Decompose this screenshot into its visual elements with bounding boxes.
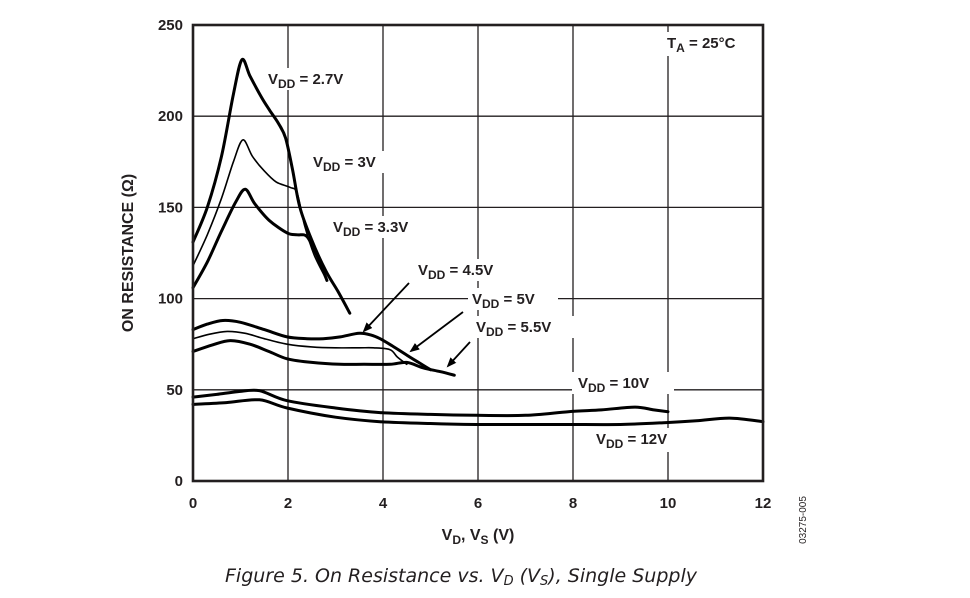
svg-text:VDD = 3V: VDD = 3V: [313, 154, 376, 174]
series-line-vdd-5v: [192, 330, 408, 366]
x-tick-label: 0: [189, 495, 197, 512]
label-vdd-3v: VDD = 3V: [309, 151, 395, 174]
arrow-vdd-5-5v: [446, 341, 471, 368]
y-tick-label: 250: [158, 17, 183, 34]
figure-caption: Figure 5. On Resistance vs. VD (VS), Sin…: [225, 565, 698, 589]
arrow-layer: [362, 282, 471, 368]
svg-text:VDD = 4.5V: VDD = 4.5V: [418, 262, 493, 282]
series-line-vdd-3-3v: [191, 187, 329, 290]
x-tick-label: 8: [569, 495, 577, 512]
label-vdd-5-5v: VDD = 5.5V: [472, 316, 578, 339]
x-tick-label: 12: [755, 495, 772, 512]
x-axis-label: VD, VS (V): [442, 527, 515, 547]
x-tick-label: 10: [660, 495, 677, 512]
tick-layer: 0 2 4 6 8 10 12 0 50 100 150 200 250: [158, 17, 771, 512]
x-tick-label: 4: [379, 495, 388, 512]
y-axis-label: ON RESISTANCE (Ω): [120, 174, 137, 332]
svg-text:VDD = 5V: VDD = 5V: [472, 291, 535, 311]
label-vdd-5v: VDD = 5V: [468, 288, 558, 311]
y-tick-label: 50: [166, 382, 183, 399]
arrow-vdd-5v: [409, 311, 464, 353]
series-line-vdd-4-5v: [191, 318, 432, 372]
svg-text:VDD = 5.5V: VDD = 5.5V: [476, 319, 551, 339]
annotation-layer: VDD = 2.7V VDD = 3V VDD = 3.3V VDD = 4.5…: [264, 32, 758, 452]
figure-id: 03275-005: [798, 496, 809, 544]
grid-layer: [193, 25, 763, 481]
label-condition-ta: TA = 25°C: [662, 32, 758, 56]
series-line-vdd-3v: [192, 139, 328, 282]
svg-text:TA = 25°C: TA = 25°C: [667, 35, 736, 55]
label-vdd-10v: VDD = 10V: [572, 372, 674, 395]
svg-text:VDD = 10V: VDD = 10V: [578, 375, 649, 395]
label-vdd-12v: VDD = 12V: [590, 428, 690, 452]
y-tick-label: 200: [158, 108, 183, 125]
svg-text:VDD = 12V: VDD = 12V: [596, 431, 667, 451]
y-tick-label: 100: [158, 291, 183, 308]
y-tick-label: 0: [175, 473, 183, 490]
series-line-vdd-12v: [191, 398, 765, 427]
y-tick-label: 150: [158, 199, 183, 216]
svg-text:VDD = 3.3V: VDD = 3.3V: [333, 219, 408, 239]
series-line-vdd-10v: [191, 388, 670, 418]
plot-frame: [191, 23, 765, 483]
label-vdd-4-5v: VDD = 4.5V: [414, 259, 520, 282]
label-vdd-3-3v: VDD = 3.3V: [329, 216, 433, 239]
curve-layer: [191, 57, 765, 427]
series-line-vdd-5-5v: [191, 339, 456, 377]
arrow-vdd-4-5v: [362, 282, 410, 333]
svg-text:VDD = 2.7V: VDD = 2.7V: [268, 71, 343, 91]
x-tick-label: 2: [284, 495, 292, 512]
x-tick-label: 6: [474, 495, 482, 512]
label-vdd-2-7v: VDD = 2.7V: [264, 68, 370, 91]
